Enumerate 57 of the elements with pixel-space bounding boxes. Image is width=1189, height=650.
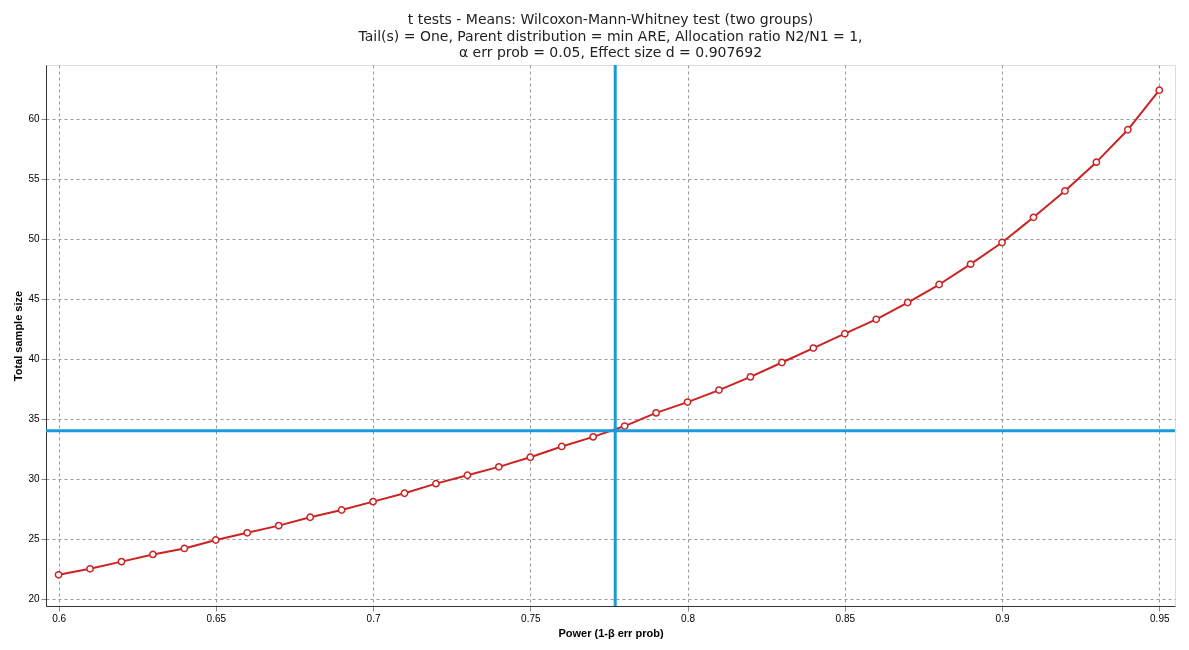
point — [306, 513, 315, 522]
point — [557, 442, 566, 451]
point — [463, 471, 472, 480]
point — [903, 298, 912, 307]
point — [1029, 213, 1038, 222]
x-tick-label: 0.6 — [52, 612, 67, 624]
chart-subtitle: Tail(s) = One, Parent distribution = min ARE, Allocation ratio N2/N1 = 1, α err prob = 0.05, Effect size d = 0.907692 — [357, 27, 863, 60]
point — [652, 408, 661, 417]
x-tick-label: 0.8 — [681, 612, 696, 624]
point — [243, 528, 252, 537]
y-tick-label: 55 — [28, 173, 40, 185]
point — [337, 506, 346, 514]
point — [715, 386, 723, 394]
x-tick-label: 0.75 — [521, 612, 541, 624]
point — [746, 372, 755, 381]
point — [117, 557, 126, 566]
y-tick-label: 35 — [28, 413, 40, 425]
point — [211, 536, 220, 544]
x-axis-title: Power (1-β err prob) — [558, 626, 664, 639]
x-tick-label: 0.9 — [995, 612, 1010, 624]
point — [998, 238, 1006, 247]
x-tick-label: 0.85 — [835, 612, 856, 624]
y-tick-label: 40 — [28, 353, 40, 365]
point — [935, 280, 944, 289]
point — [149, 550, 157, 559]
y-tick-label: 25 — [28, 533, 40, 545]
point — [683, 398, 692, 406]
point — [400, 489, 409, 498]
x-tick-label: 0.7 — [366, 612, 381, 624]
point — [620, 422, 629, 430]
point — [274, 521, 283, 530]
point — [1061, 187, 1069, 195]
chart-title: t tests - Means: Wilcoxon-Mann-Whitney test (two groups) — [407, 10, 814, 27]
point — [809, 344, 818, 352]
point — [369, 497, 377, 506]
point — [86, 564, 94, 573]
point — [1155, 86, 1164, 95]
x-tick-label: 0.65 — [206, 612, 227, 624]
y-tick-label: 20 — [28, 593, 40, 605]
point — [1092, 158, 1101, 167]
y-tick-label: 50 — [28, 233, 40, 245]
point — [1123, 125, 1132, 134]
x-tick-label: 0.95 — [1150, 612, 1170, 624]
point — [872, 315, 881, 324]
y-tick-label: 45 — [28, 293, 40, 305]
point — [180, 544, 189, 553]
point — [54, 570, 63, 579]
point — [432, 479, 440, 488]
y-axis-title: Total sample size — [12, 290, 25, 382]
point — [840, 329, 849, 338]
point — [777, 358, 786, 367]
y-tick-label: 30 — [28, 473, 40, 485]
y-tick-label: 60 — [28, 113, 40, 125]
point — [494, 462, 503, 471]
point — [966, 260, 975, 269]
point — [589, 432, 598, 441]
point — [526, 453, 535, 462]
